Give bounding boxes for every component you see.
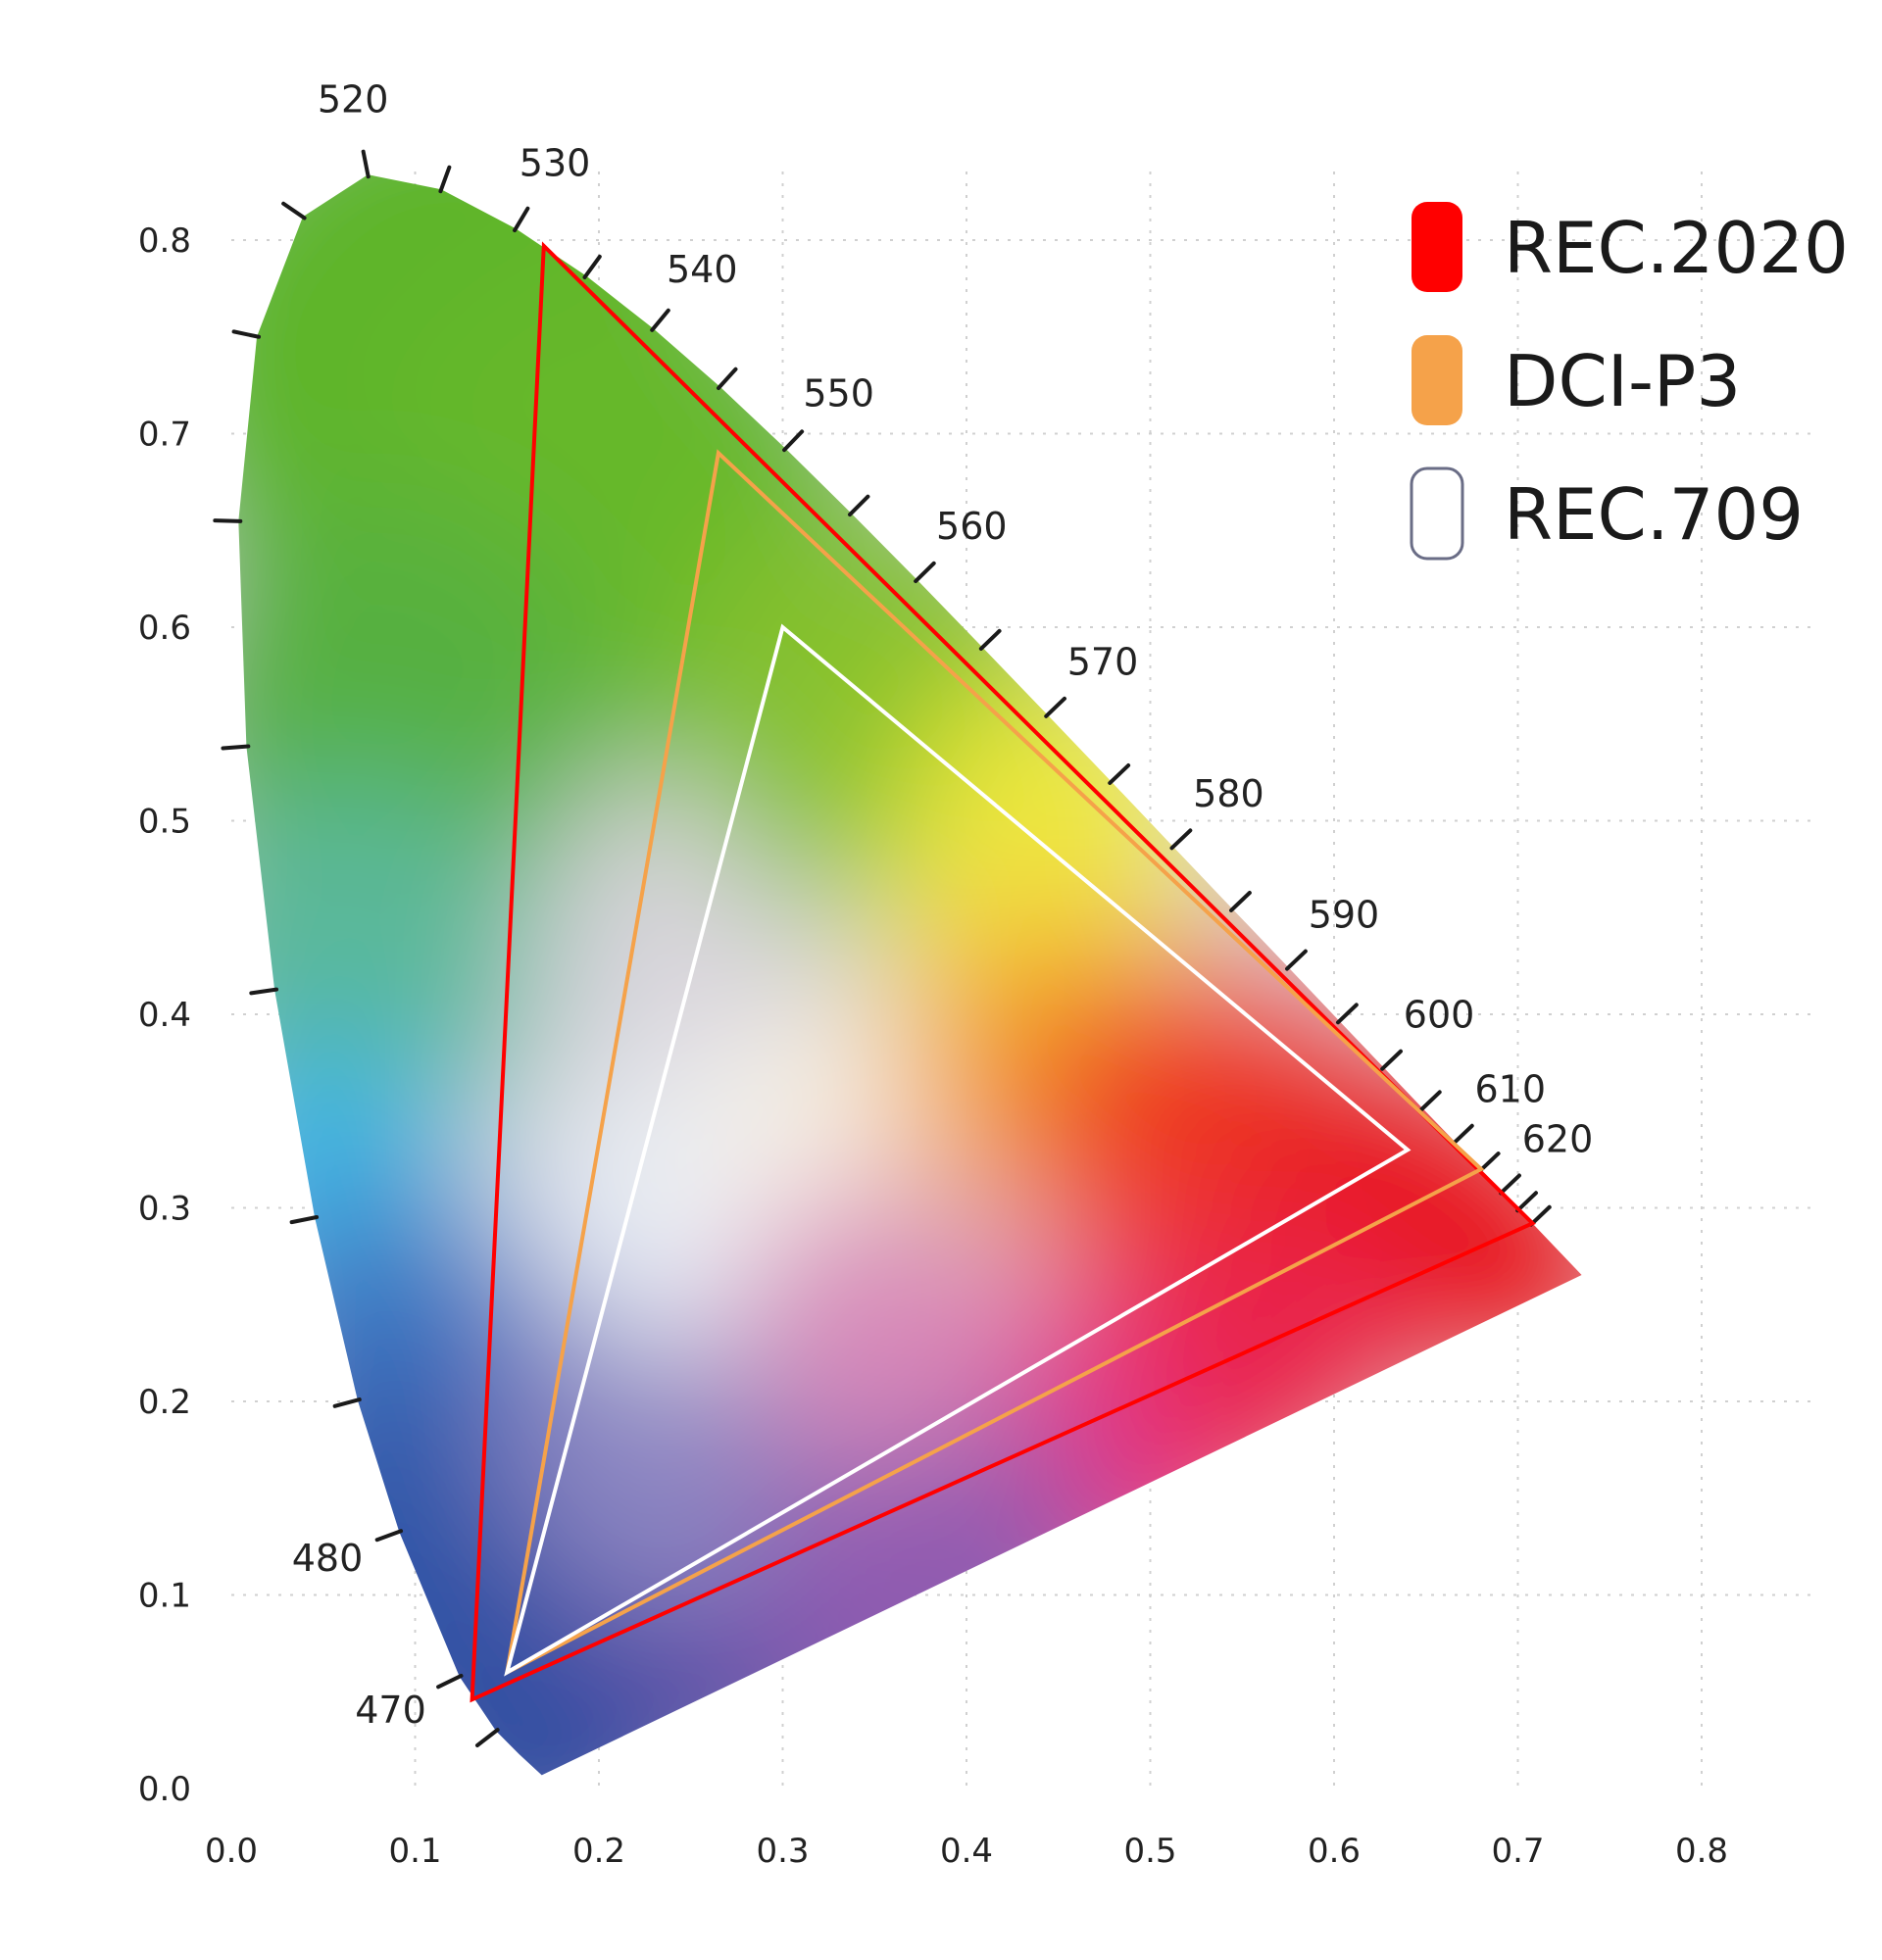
legend-label-rec-709: REC.709	[1504, 473, 1804, 556]
wavelength-tick	[361, 149, 371, 179]
x-tick-label: 0.3	[756, 1832, 809, 1871]
wavelength-tick	[1108, 763, 1131, 785]
x-tick-label: 0.1	[388, 1832, 441, 1871]
wavelength-tick	[978, 628, 1002, 651]
wavelength-label-520: 520	[318, 78, 389, 122]
wavelength-tick	[1451, 1123, 1474, 1146]
y-tick-label: 0.4	[138, 996, 191, 1035]
wavelength-label-620: 620	[1522, 1117, 1594, 1160]
wavelength-tick	[289, 1214, 320, 1225]
wavelength-label-610: 610	[1475, 1067, 1547, 1110]
wavelength-label-600: 600	[1404, 993, 1475, 1036]
wavelength-label-480: 480	[292, 1537, 364, 1580]
wavelength-label-560: 560	[936, 505, 1008, 548]
y-tick-label: 0.7	[138, 416, 191, 455]
y-tick-label: 0.2	[138, 1383, 191, 1422]
wavelength-label-530: 530	[520, 141, 591, 184]
wavelength-label-570: 570	[1067, 640, 1139, 683]
legend-swatch-dci-p3	[1412, 335, 1462, 425]
wavelength-tick	[1044, 696, 1067, 718]
wavelength-tick	[213, 518, 243, 523]
wavelength-label-540: 540	[667, 248, 738, 291]
wavelength-tick	[1515, 1191, 1538, 1213]
wavelength-tick	[1499, 1173, 1521, 1196]
y-tick-label: 0.5	[138, 803, 191, 842]
wavelength-label-580: 580	[1193, 772, 1264, 815]
legend-swatch-rec-709	[1410, 466, 1464, 561]
wavelength-tick	[1169, 828, 1193, 851]
gamut-triangles	[470, 241, 1536, 1703]
y-tick-label: 0.1	[138, 1577, 191, 1616]
wavelength-tick	[1528, 1204, 1552, 1227]
y-tick-label: 0.0	[138, 1770, 191, 1809]
wavelength-tick	[513, 206, 530, 233]
wavelength-label-590: 590	[1309, 893, 1380, 936]
x-tick-label: 0.4	[940, 1832, 993, 1871]
wavelength-tick	[332, 1397, 362, 1408]
wavelength-tick	[1335, 1003, 1359, 1025]
wavelength-tick	[1380, 1049, 1403, 1071]
x-tick-label: 0.7	[1491, 1832, 1544, 1871]
wavelength-tick	[374, 1529, 404, 1543]
wavelength-tick	[650, 308, 670, 332]
y-tick-label: 0.3	[138, 1190, 191, 1229]
x-tick-label: 0.8	[1675, 1832, 1728, 1871]
gamut-rec-709	[504, 623, 1412, 1677]
wavelength-label-550: 550	[803, 372, 874, 416]
wavelength-tick	[717, 367, 738, 390]
y-tick-label: 0.6	[138, 609, 191, 648]
wavelength-tick	[474, 1728, 500, 1747]
wavelength-tick	[231, 329, 262, 339]
x-tick-label: 0.6	[1308, 1832, 1361, 1871]
wavelength-tick	[914, 561, 936, 584]
wavelength-tick	[1229, 890, 1252, 912]
wavelength-tick	[1477, 1152, 1501, 1173]
legend-swatch-rec-2020	[1412, 202, 1462, 292]
wavelength-tick	[281, 201, 307, 220]
wavelength-tick	[1418, 1090, 1442, 1112]
wavelength-tick	[221, 744, 251, 751]
y-tick-label: 0.8	[138, 221, 191, 261]
legend-label-dci-p3: DCI-P3	[1504, 340, 1741, 422]
axes: 0.0 0.1 0.2 0.3 0.4 0.5 0.6 0.7 0.8 0.0 0.1 0.2 0.3 0…	[138, 221, 1728, 1871]
wavelength-tick	[782, 429, 805, 453]
x-tick-label: 0.5	[1123, 1832, 1176, 1871]
x-tick-label: 0.0	[205, 1832, 258, 1871]
wavelength-label-470: 470	[355, 1689, 426, 1732]
wavelength-tick	[249, 987, 279, 996]
gamut-rec-2020	[470, 241, 1536, 1703]
x-tick-label: 0.2	[572, 1832, 625, 1871]
wavelength-tick	[436, 1673, 464, 1690]
wavelength-tick	[1285, 949, 1308, 971]
wavelength-tick	[582, 254, 602, 279]
gamut-dci-p3	[504, 449, 1485, 1677]
legend: REC.2020 DCI-P3 REC.709	[1410, 202, 1849, 561]
legend-label-rec-2020: REC.2020	[1504, 207, 1849, 289]
wavelength-tick	[848, 494, 870, 517]
wavelength-tick	[438, 165, 452, 194]
